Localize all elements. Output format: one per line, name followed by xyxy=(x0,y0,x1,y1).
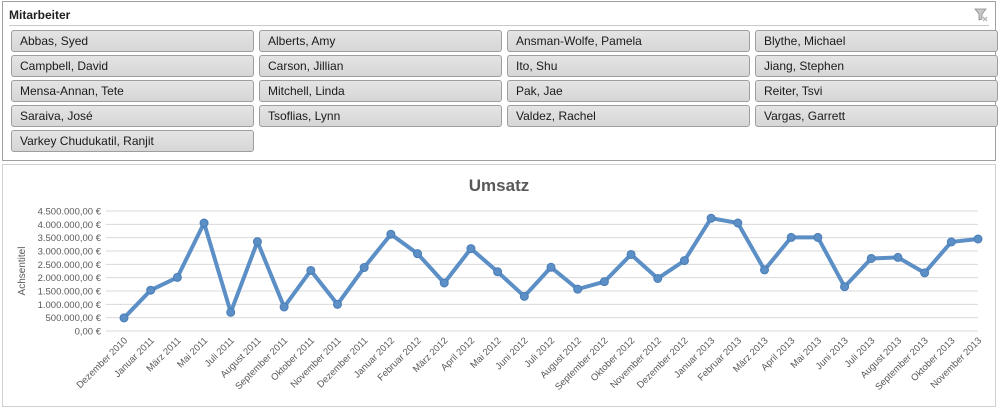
y-tick-label: 3.500.000,00 € xyxy=(38,233,102,244)
slicer-item[interactable]: Saraiva, José xyxy=(11,105,254,127)
slicer-item[interactable]: Tsoflias, Lynn xyxy=(259,105,502,127)
data-point[interactable] xyxy=(946,237,956,247)
data-point[interactable] xyxy=(599,277,609,287)
data-point[interactable] xyxy=(306,265,316,275)
slicer-items: Abbas, Syed Alberts, Amy Ansman-Wolfe, Pam… xyxy=(11,30,998,152)
data-point[interactable] xyxy=(386,229,396,239)
data-point[interactable] xyxy=(279,302,289,312)
data-point[interactable] xyxy=(733,218,743,228)
data-point[interactable] xyxy=(866,253,876,263)
data-point[interactable] xyxy=(226,307,236,317)
data-point[interactable] xyxy=(546,262,556,272)
data-point[interactable] xyxy=(813,232,823,242)
data-point[interactable] xyxy=(199,218,209,228)
slicer-item[interactable]: Varkey Chudukatil, Ranjit xyxy=(11,130,254,152)
slicer-item[interactable]: Abbas, Syed xyxy=(11,30,254,52)
data-point[interactable] xyxy=(333,299,342,309)
slicer-item[interactable]: Pak, Jae xyxy=(507,80,750,102)
slicer-item[interactable]: Mensa-Annan, Tete xyxy=(11,80,254,102)
data-point[interactable] xyxy=(519,291,529,301)
data-point[interactable] xyxy=(439,278,449,288)
slicer-item[interactable]: Ito, Shu xyxy=(507,55,750,77)
y-tick-label: 2.500.000,00 € xyxy=(38,260,102,271)
slicer-item[interactable]: Blythe, Michael xyxy=(755,30,998,52)
slicer-item[interactable]: Vargas, Garrett xyxy=(755,105,998,127)
y-tick-label: 1.000.000,00 € xyxy=(38,300,102,311)
y-tick-label: 4.500.000,00 € xyxy=(38,207,102,218)
data-point[interactable] xyxy=(119,313,129,323)
chart-title: Umsatz xyxy=(469,176,529,195)
data-point[interactable] xyxy=(252,237,262,247)
slicer-divider xyxy=(9,25,989,26)
data-point[interactable] xyxy=(920,268,930,278)
y-tick-label: 4.000.000,00 € xyxy=(38,220,102,231)
slicer-item[interactable]: Carson, Jillian xyxy=(259,55,502,77)
employee-slicer: Mitarbeiter Abbas, Syed Alberts, Amy Ansma… xyxy=(2,1,998,161)
data-point[interactable] xyxy=(413,249,423,259)
data-point[interactable] xyxy=(146,285,156,295)
slicer-header: Mitarbeiter xyxy=(9,6,989,24)
sales-line-chart: Umsatz Achsentitel 0,00 € 500.000,00 € 1.000… xyxy=(17,176,984,393)
data-point[interactable] xyxy=(172,272,182,282)
data-point[interactable] xyxy=(973,234,983,244)
data-point[interactable] xyxy=(786,232,796,242)
slicer-item[interactable]: Jiang, Stephen xyxy=(755,55,998,77)
data-point[interactable] xyxy=(840,282,850,292)
y-tick-label: 1.500.000,00 € xyxy=(38,287,102,298)
slicer-item[interactable]: Mitchell, Linda xyxy=(259,80,502,102)
y-tick-label: 2.000.000,00 € xyxy=(38,273,102,284)
data-point[interactable] xyxy=(359,263,369,273)
data-point[interactable] xyxy=(653,273,663,283)
slicer-item[interactable]: Reiter, Tsvi xyxy=(755,80,998,102)
y-tick-label: 500.000,00 € xyxy=(46,313,102,324)
data-point[interactable] xyxy=(893,252,903,262)
y-tick-label: 0,00 € xyxy=(75,327,102,338)
data-point[interactable] xyxy=(706,213,716,223)
clear-filter-icon[interactable] xyxy=(973,7,989,23)
slicer-item[interactable]: Ansman-Wolfe, Pamela xyxy=(507,30,750,52)
data-point[interactable] xyxy=(626,249,636,259)
slicer-title: Mitarbeiter xyxy=(9,8,71,22)
slicer-item[interactable]: Campbell, David xyxy=(11,55,254,77)
slicer-item[interactable]: Alberts, Amy xyxy=(259,30,502,52)
data-point[interactable] xyxy=(760,265,769,275)
data-point[interactable] xyxy=(466,244,476,254)
y-tick-label: 3.000.000,00 € xyxy=(38,247,102,258)
slicer-item[interactable]: Valdez, Rachel xyxy=(507,105,750,127)
data-point[interactable] xyxy=(679,256,689,266)
y-axis-title: Achsentitel xyxy=(17,247,28,296)
sales-chart: Umsatz Achsentitel 0,00 € 500.000,00 € 1.000… xyxy=(2,164,996,407)
data-point[interactable] xyxy=(493,267,503,277)
data-point[interactable] xyxy=(573,284,583,294)
